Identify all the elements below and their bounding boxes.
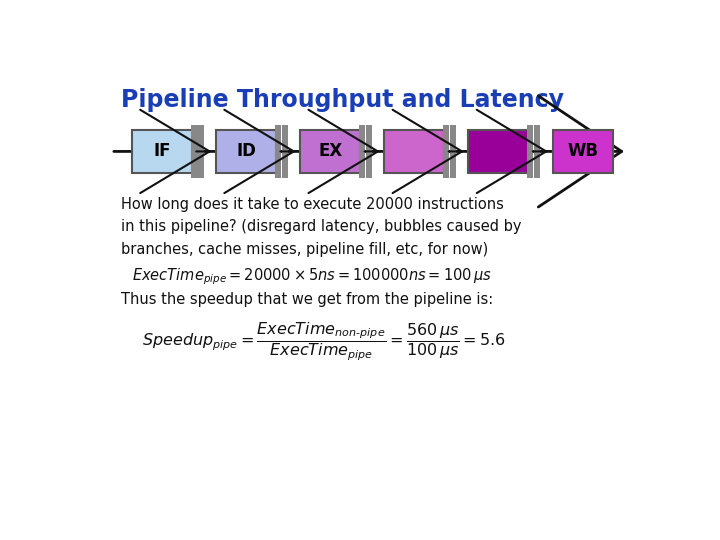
Text: How long does it take to execute 20000 instructions
in this pipeline? (disregard: How long does it take to execute 20000 i… bbox=[121, 197, 521, 256]
Bar bbox=[384, 130, 444, 173]
Text: $\mathit{Speedup}_{\mathit{pipe}} = \dfrac{\mathit{ExecTime}_{\mathit{non\text{-: $\mathit{Speedup}_{\mathit{pipe}} = \dfr… bbox=[142, 320, 505, 363]
Bar bbox=[469, 130, 528, 173]
Bar bbox=[534, 125, 540, 178]
Text: EX: EX bbox=[318, 143, 342, 160]
Bar bbox=[191, 125, 197, 178]
Bar bbox=[450, 125, 456, 178]
Bar bbox=[443, 125, 449, 178]
Bar bbox=[359, 125, 365, 178]
Text: IF: IF bbox=[153, 143, 171, 160]
Bar bbox=[300, 130, 360, 173]
Text: WB: WB bbox=[567, 143, 598, 160]
Text: Thus the speedup that we get from the pipeline is:: Thus the speedup that we get from the pi… bbox=[121, 292, 493, 307]
Text: ID: ID bbox=[236, 143, 256, 160]
Bar bbox=[197, 125, 204, 178]
Bar bbox=[282, 125, 288, 178]
Bar bbox=[132, 130, 192, 173]
Bar bbox=[216, 130, 276, 173]
Bar bbox=[274, 125, 281, 178]
Text: $\mathit{ExecTime}_{\mathit{pipe}} = 20000 \times 5\mathit{ns} = 100000\mathit{n: $\mathit{ExecTime}_{\mathit{pipe}} = 200… bbox=[132, 267, 492, 287]
Bar bbox=[366, 125, 372, 178]
Text: Pipeline Throughput and Latency: Pipeline Throughput and Latency bbox=[121, 88, 564, 112]
Bar bbox=[527, 125, 534, 178]
Bar bbox=[552, 130, 613, 173]
